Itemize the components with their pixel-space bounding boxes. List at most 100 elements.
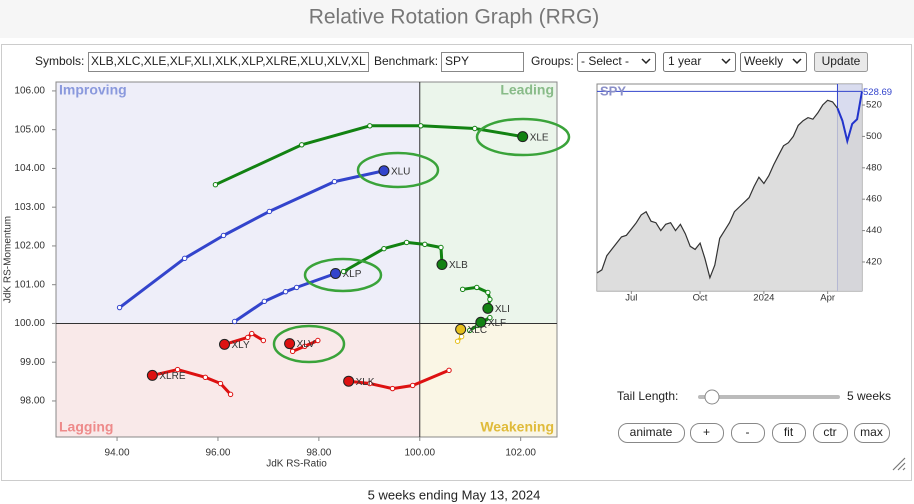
y-tick-label: 103.00 (14, 202, 45, 213)
dropdown-arrow (792, 58, 802, 65)
control-button[interactable] (690, 423, 724, 443)
frequency-select[interactable] (740, 52, 807, 72)
series-label: XLI (495, 304, 510, 315)
tail-head (343, 375, 355, 387)
tail-point (249, 330, 255, 337)
y-tick-label: 100.00 (14, 318, 45, 329)
tail-point (212, 182, 219, 188)
plot-frame (55, 81, 558, 438)
y-tick-label: 105.00 (14, 124, 45, 135)
control-button-label[interactable]: ctr (823, 425, 836, 439)
y-tick-label: 104.00 (14, 163, 45, 174)
quadrant (56, 323, 420, 437)
groups-value[interactable]: - Select - (581, 54, 629, 68)
y-tick-label: 420 (866, 256, 882, 267)
y-tick-label: 98.00 (20, 396, 45, 407)
y-tick-label: 99.00 (20, 357, 45, 368)
tail-point (446, 367, 452, 374)
control-button[interactable] (772, 423, 806, 443)
tail-point (116, 304, 123, 311)
groups-label: Groups: (531, 54, 574, 68)
series-label: XLF (488, 318, 506, 329)
groups-select[interactable] (577, 52, 656, 72)
last-price-label: 528.69 (863, 87, 892, 98)
tail-point (474, 284, 480, 291)
update-button[interactable] (814, 52, 868, 72)
x-tick-label: Oct (693, 293, 708, 304)
tail-point (485, 289, 491, 296)
rrg-chart: Improving Leading Lagging Weakening 94.00 96.… (3, 81, 571, 470)
period-value[interactable]: 1 year (668, 54, 701, 68)
tail-point (260, 337, 267, 344)
symbols-input[interactable] (88, 52, 369, 72)
control-button-label[interactable]: max (860, 425, 883, 439)
x-tick-label: 2024 (753, 293, 774, 304)
highlight-ellipse (356, 151, 440, 189)
tail-point (458, 333, 465, 340)
tail-point (454, 338, 461, 344)
tail-point (381, 245, 387, 252)
tail-head (146, 369, 158, 381)
y-tick-label: 106.00 (14, 86, 45, 97)
tail-point (315, 337, 321, 344)
y-tick-label: 102.00 (14, 241, 45, 252)
y-tick-label: 480 (866, 162, 882, 173)
tail-head (517, 131, 529, 143)
tail-head (219, 338, 231, 350)
tail-head (475, 316, 487, 328)
quadrant (419, 82, 557, 324)
tail-point (220, 232, 227, 239)
control-button[interactable] (854, 423, 890, 443)
series-label: XLU (391, 166, 410, 177)
tail-slider-knob[interactable] (704, 389, 720, 405)
update-label[interactable]: Update (822, 54, 861, 68)
tail-point (181, 255, 188, 262)
period-select[interactable] (663, 52, 736, 72)
benchmark-input[interactable] (441, 52, 524, 72)
control-button[interactable] (731, 423, 765, 443)
control-button-label[interactable]: animate (630, 425, 673, 439)
quadrant-label: Improving (59, 82, 127, 98)
dropdown-arrow (641, 58, 651, 65)
price-chart: 420 440 460 480 500 520 Jul Oct 2024 Apr 528.69 SPY (596, 83, 892, 304)
page-title: Relative Rotation Graph (RRG) (309, 6, 600, 29)
tail (118, 169, 386, 310)
tail-head (378, 165, 390, 177)
y-tick-label: 101.00 (14, 279, 45, 290)
price-line-tail (836, 91, 863, 146)
tail-head (482, 302, 494, 314)
tail-point (410, 382, 416, 389)
y-tick-label: 460 (866, 194, 882, 205)
control-button[interactable] (618, 423, 685, 443)
tail-point (403, 239, 410, 246)
symbols-value[interactable]: XLB,XLC,XLE,XLF,XLI,XLK,XLP,XLRE,XLU,XLV… (91, 54, 366, 68)
control-button[interactable] (813, 423, 848, 443)
x-tick-label: 96.00 (205, 448, 230, 459)
series-label: XLC (468, 325, 487, 336)
series-label: XLE (530, 132, 549, 143)
highlight-ellipse (303, 257, 383, 293)
tail-point (340, 268, 347, 275)
quadrant (419, 323, 557, 437)
tail-point (422, 241, 428, 248)
tail-point (293, 284, 300, 291)
series-label: XLV (297, 339, 315, 350)
tail-point (261, 298, 268, 305)
control-button-label[interactable]: + (703, 425, 710, 439)
y-axis-label: JdK RS-Momentum (3, 216, 14, 303)
tail-value: 5 weeks (847, 389, 891, 403)
series-label: XLRE (159, 371, 185, 382)
control-button-label[interactable]: - (746, 425, 750, 439)
x-tick-label: 100.00 (404, 448, 435, 459)
y-tick-label: 500 (866, 131, 882, 142)
y-tick-label: 440 (866, 225, 882, 236)
benchmark-value[interactable]: SPY (445, 54, 469, 68)
tail (223, 332, 265, 346)
frequency-value[interactable]: Weekly (744, 54, 783, 68)
x-tick-label: Jul (625, 293, 637, 304)
control-button-label[interactable]: fit (784, 425, 794, 439)
highlight-ellipse (272, 324, 346, 364)
tail-point (472, 125, 478, 132)
quadrant-label: Leading (500, 82, 554, 98)
